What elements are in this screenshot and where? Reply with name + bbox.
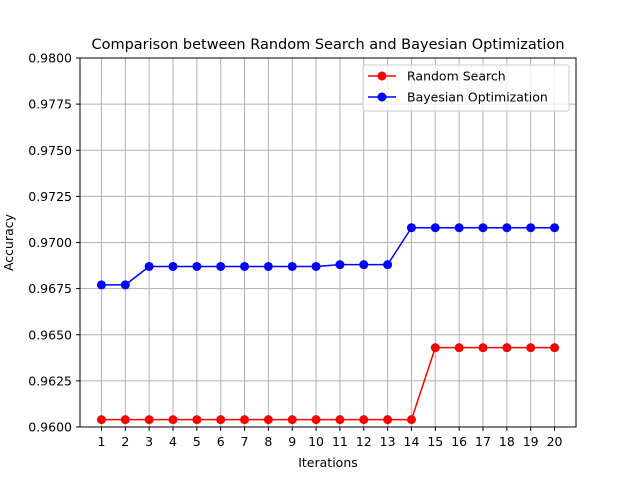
x-tick-label: 1: [97, 434, 105, 449]
data-point: [168, 415, 178, 425]
x-axis-label: Iterations: [298, 455, 358, 470]
series-random-search: [96, 343, 560, 425]
data-point: [240, 415, 250, 425]
y-tick-label: 0.9625: [28, 373, 72, 388]
x-tick-label: 13: [380, 434, 396, 449]
x-tick-label: 7: [241, 434, 249, 449]
legend-label: Bayesian Optimization: [407, 90, 548, 105]
data-point: [120, 415, 130, 425]
x-tick-label: 9: [288, 434, 296, 449]
x-tick-label: 6: [217, 434, 225, 449]
data-point: [96, 415, 106, 425]
ticks: 1 2 3 4 5 6 7 8 9 10 11 12 13 14 15 16 17 18 19 200.96000.9…: [28, 51, 562, 450]
data-point: [383, 260, 393, 270]
data-point: [144, 261, 154, 271]
x-tick-label: 17: [475, 434, 491, 449]
y-tick-label: 0.9600: [28, 420, 72, 435]
legend-label: Random Search: [407, 69, 506, 84]
x-tick-label: 20: [547, 434, 563, 449]
data-point: [526, 343, 536, 353]
data-point: [502, 343, 512, 353]
data-point: [192, 261, 202, 271]
data-point: [430, 223, 440, 233]
data-point: [216, 261, 226, 271]
data-point: [359, 415, 369, 425]
legend-marker: [377, 92, 387, 102]
x-tick-label: 3: [145, 434, 153, 449]
x-tick-label: 19: [523, 434, 539, 449]
series-layer: [96, 223, 560, 425]
x-tick-label: 12: [356, 434, 372, 449]
data-point: [478, 223, 488, 233]
data-point: [502, 223, 512, 233]
data-point: [263, 415, 273, 425]
chart-title: Comparison between Random Search and Bay…: [91, 37, 564, 53]
y-tick-label: 0.9725: [28, 189, 72, 204]
data-point: [287, 415, 297, 425]
legend: Random Search Bayesian Optimization: [362, 64, 570, 112]
data-point: [406, 415, 416, 425]
data-point: [406, 223, 416, 233]
data-point: [311, 261, 321, 271]
data-point: [383, 415, 393, 425]
data-point: [144, 415, 154, 425]
data-point: [454, 223, 464, 233]
data-point: [478, 343, 488, 353]
data-point: [120, 280, 130, 290]
x-tick-label: 5: [193, 434, 201, 449]
series-bayesian-optimization: [96, 223, 560, 290]
x-tick-label: 18: [499, 434, 515, 449]
y-tick-label: 0.9700: [28, 235, 72, 250]
x-tick-label: 15: [427, 434, 443, 449]
x-tick-label: 10: [308, 434, 324, 449]
data-point: [359, 260, 369, 270]
data-point: [335, 260, 345, 270]
data-point: [430, 343, 440, 353]
data-point: [96, 280, 106, 290]
x-tick-label: 11: [332, 434, 348, 449]
data-point: [550, 343, 560, 353]
legend-box: [362, 64, 570, 112]
legend-marker: [377, 71, 387, 81]
data-point: [526, 223, 536, 233]
y-tick-label: 0.9675: [28, 281, 72, 296]
x-tick-label: 4: [169, 434, 177, 449]
y-tick-label: 0.9750: [28, 143, 72, 158]
data-point: [287, 261, 297, 271]
y-tick-label: 0.9650: [28, 327, 72, 342]
x-tick-label: 14: [404, 434, 420, 449]
data-point: [454, 343, 464, 353]
x-tick-label: 8: [264, 434, 272, 449]
data-point: [550, 223, 560, 233]
x-tick-label: 16: [451, 434, 467, 449]
grid: [80, 57, 576, 428]
data-point: [192, 415, 202, 425]
data-point: [311, 415, 321, 425]
y-axis-label: Accuracy: [1, 213, 16, 271]
data-point: [240, 261, 250, 271]
data-point: [335, 415, 345, 425]
data-point: [168, 261, 178, 271]
data-point: [216, 415, 226, 425]
x-tick-label: 2: [121, 434, 129, 449]
data-point: [263, 261, 273, 271]
y-tick-label: 0.9775: [28, 97, 72, 112]
y-tick-label: 0.9800: [28, 51, 72, 66]
